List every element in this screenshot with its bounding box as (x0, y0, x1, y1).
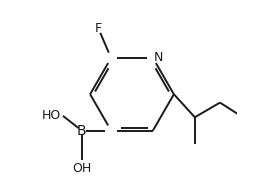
Text: F: F (95, 22, 102, 35)
Text: HO: HO (41, 109, 61, 122)
Text: B: B (77, 124, 87, 138)
Text: OH: OH (72, 162, 91, 175)
Text: N: N (153, 51, 163, 64)
